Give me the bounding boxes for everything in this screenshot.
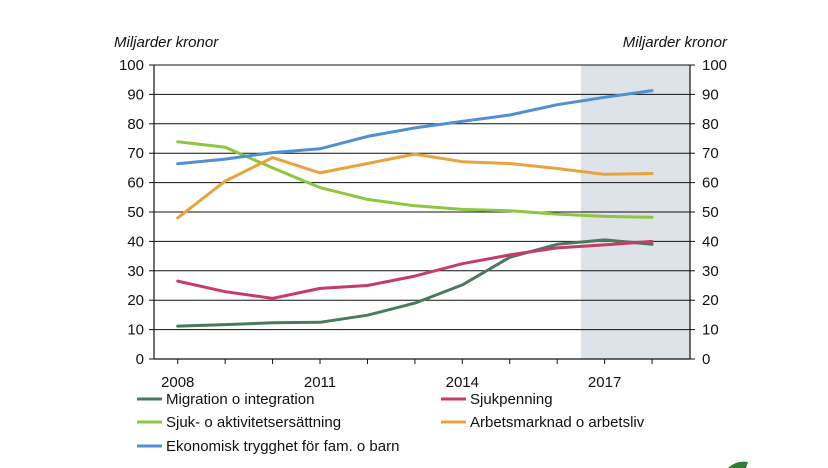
series-line-2 <box>176 140 654 219</box>
y-tick-label-left: 0 <box>136 351 144 368</box>
y-tick-label-left: 60 <box>127 175 144 192</box>
y-tick-label-right: 50 <box>702 204 719 221</box>
y-tick-label-right: 60 <box>702 175 719 192</box>
y-tick-label-right: 90 <box>702 86 719 103</box>
series-line-3 <box>176 152 654 220</box>
x-tick-label: 2017 <box>588 374 621 391</box>
y-tick-label-right: 30 <box>702 263 719 280</box>
y-tick-label-left: 80 <box>127 116 144 133</box>
legend: Migration o integration Sjukpenning Sjuk- … <box>137 391 748 468</box>
y-tick-label-right: 20 <box>702 292 719 309</box>
y-tick-label-right: 40 <box>702 233 719 250</box>
legend-label-0: Migration o integration <box>166 391 314 408</box>
y-tick-label-right: 70 <box>702 145 719 162</box>
y-tick-label-left: 20 <box>127 292 144 309</box>
y-tick-label-left: 30 <box>127 263 144 280</box>
plot-area: 0 0 10 10 20 20 30 30 40 40 50 50 60 60 70 70 80 80 90 90 10… <box>119 57 727 391</box>
right-axis-unit-label: Miljarder kronor <box>623 34 728 51</box>
y-tick-label-left: 50 <box>127 204 144 221</box>
y-tick-label-left: 70 <box>127 145 144 162</box>
series-line-4 <box>176 89 654 166</box>
corner-logo-mark <box>728 461 748 468</box>
left-axis-unit-label: Miljarder kronor <box>114 34 219 51</box>
y-tick-label-left: 90 <box>127 86 144 103</box>
series-line-1 <box>176 239 654 300</box>
y-tick-label-right: 100 <box>702 57 727 74</box>
series-line-0 <box>176 238 654 328</box>
legend-label-4: Ekonomisk trygghet för fam. o barn <box>166 438 399 455</box>
legend-label-3: Arbetsmarknad o arbetsliv <box>470 414 645 431</box>
y-tick-label-right: 10 <box>702 322 719 339</box>
y-tick-label-right: 80 <box>702 116 719 133</box>
x-tick-label: 2011 <box>304 374 336 391</box>
legend-label-2: Sjuk- o aktivitetsersättning <box>166 414 341 431</box>
x-tick-label: 2008 <box>161 374 194 391</box>
y-tick-label-right: 0 <box>702 351 710 368</box>
x-tick-label: 2014 <box>446 374 479 391</box>
y-tick-label-left: 40 <box>127 233 144 250</box>
legend-label-1: Sjukpenning <box>470 391 553 408</box>
y-tick-label-left: 100 <box>119 57 144 74</box>
y-tick-label-left: 10 <box>127 322 144 339</box>
